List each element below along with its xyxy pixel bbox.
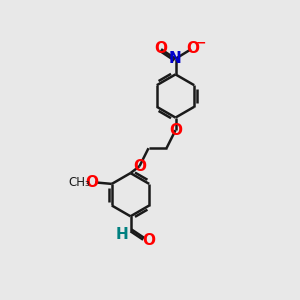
Text: N: N (169, 51, 182, 66)
Text: H: H (116, 227, 128, 242)
Text: O: O (186, 41, 199, 56)
Text: −: − (196, 36, 206, 49)
Text: O: O (169, 123, 182, 138)
Text: O: O (133, 159, 146, 174)
Text: O: O (142, 233, 155, 248)
Text: O: O (85, 175, 98, 190)
Text: CH₃: CH₃ (68, 176, 90, 189)
Text: O: O (154, 41, 168, 56)
